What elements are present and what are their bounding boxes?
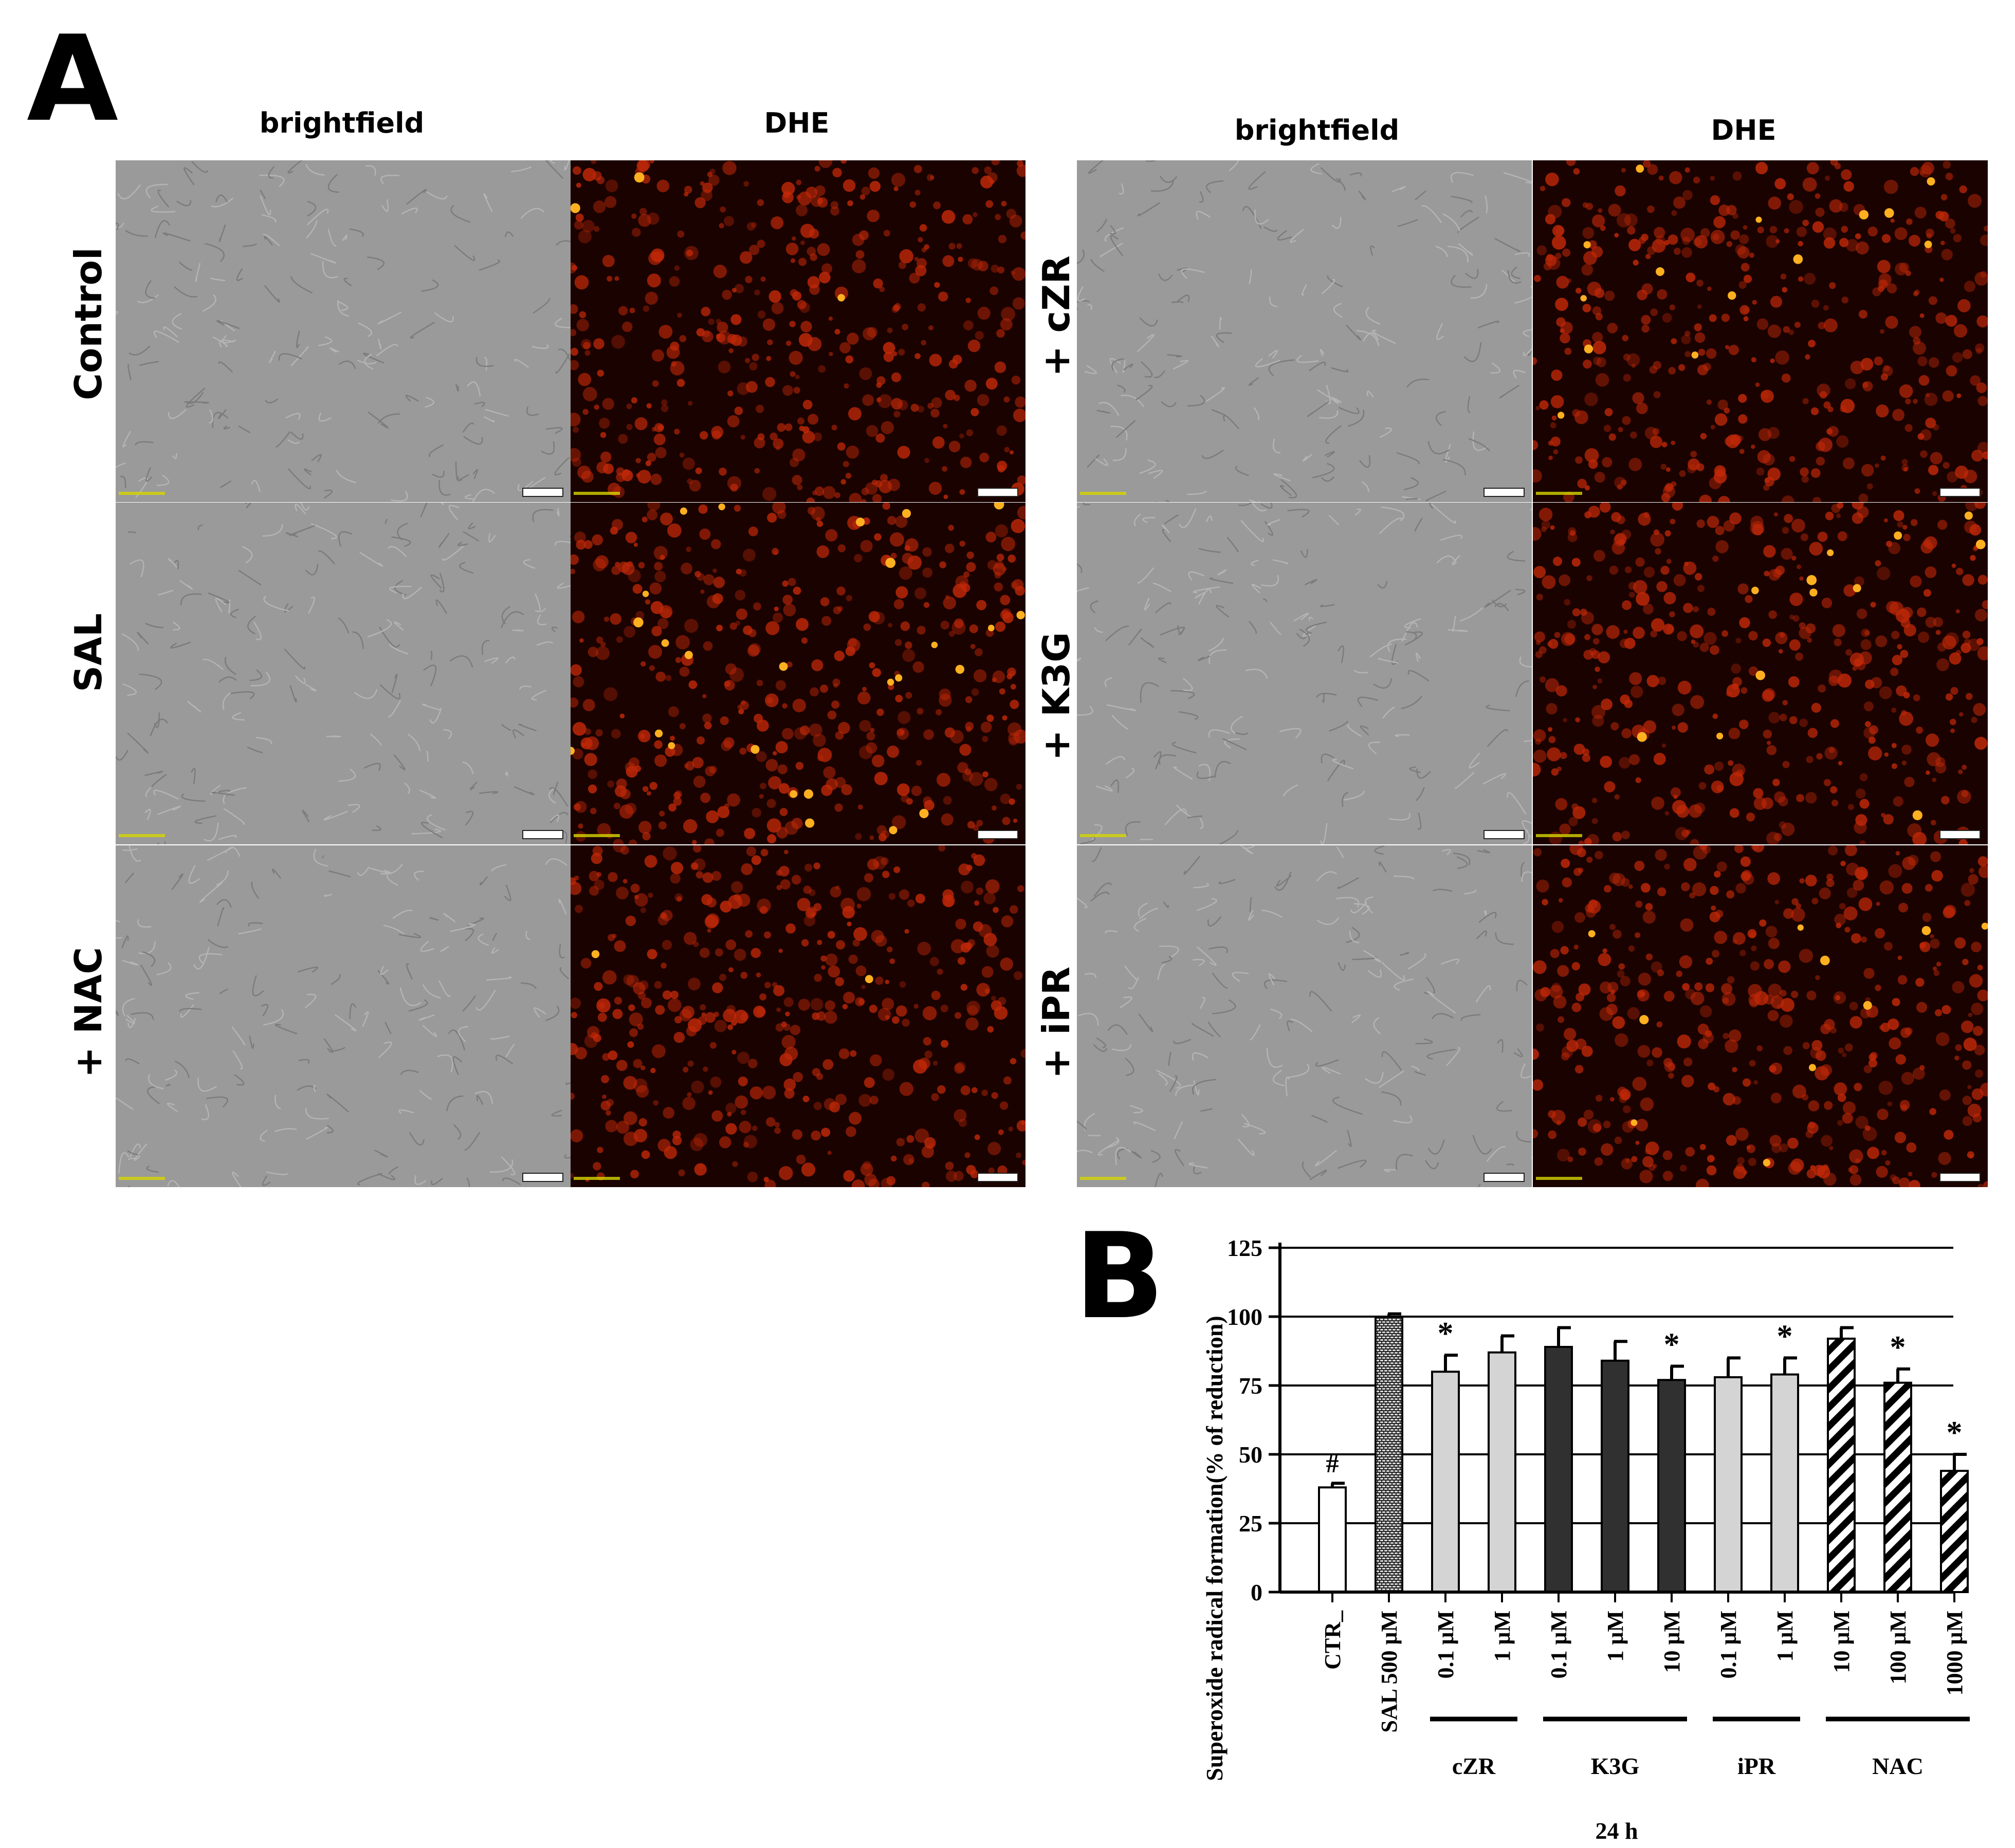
x-tick-label: SAL 500 μM — [1377, 1611, 1402, 1733]
col-head-dhe-right: DHE — [1711, 114, 1776, 146]
brightfield-image-czr — [1077, 160, 1532, 502]
magnification-stamp — [1080, 1177, 1126, 1180]
y-tick-label: 0 — [1251, 1579, 1262, 1605]
significance-mark: * — [1947, 1415, 1963, 1450]
y-tick-label: 100 — [1227, 1304, 1262, 1330]
x-tick-label: 0.1 μM — [1716, 1611, 1741, 1678]
bar — [1601, 1359, 1629, 1593]
scale-bar — [1939, 830, 1981, 839]
col-head-brightfield-right: brightfield — [1234, 114, 1400, 146]
bar — [1657, 1379, 1686, 1594]
scale-bar — [1483, 830, 1525, 839]
dhe-image-sal — [571, 503, 1025, 844]
scale-bar — [522, 830, 563, 839]
bar — [1770, 1373, 1799, 1594]
x-tick-label: 10 μM — [1659, 1611, 1684, 1673]
bar — [1940, 1470, 1969, 1593]
scale-bar — [1939, 1173, 1981, 1182]
bar — [1488, 1351, 1516, 1593]
x-tick-label: 0.1 μM — [1546, 1611, 1571, 1678]
bar — [1883, 1381, 1912, 1593]
group-label: cZR — [1452, 1753, 1496, 1779]
brightfield-image-control — [116, 160, 571, 502]
dhe-image-k3g — [1533, 503, 1988, 844]
magnification-stamp — [574, 834, 620, 837]
magnification-stamp — [1536, 834, 1582, 837]
bar — [1318, 1486, 1347, 1594]
bar — [1827, 1337, 1856, 1593]
magnification-stamp — [1080, 492, 1126, 495]
magnification-stamp — [119, 492, 165, 495]
y-tick-label: 125 — [1227, 1235, 1262, 1261]
brightfield-image-nac — [116, 845, 571, 1187]
scale-bar — [1483, 1173, 1525, 1182]
scale-bar — [1939, 488, 1981, 497]
significance-mark: * — [1664, 1327, 1680, 1362]
significance-mark: * — [1777, 1319, 1793, 1354]
y-tick-label: 50 — [1239, 1442, 1262, 1468]
brightfield-image-ipr — [1077, 845, 1532, 1187]
x-axis-label: 24 h — [1595, 1818, 1638, 1844]
magnification-stamp — [119, 1177, 165, 1180]
scale-bar — [977, 830, 1018, 839]
dhe-image-czr — [1533, 160, 1988, 502]
brightfield-image-k3g — [1077, 503, 1532, 844]
y-tick-label: 75 — [1239, 1373, 1262, 1399]
dhe-image-nac — [571, 845, 1025, 1187]
significance-mark: * — [1438, 1316, 1454, 1351]
significance-mark: * — [1890, 1330, 1906, 1365]
x-tick-label: 100 μM — [1885, 1611, 1911, 1684]
y-tick-label: 25 — [1239, 1510, 1262, 1537]
bar — [1544, 1345, 1573, 1593]
x-tick-label: 1000 μM — [1942, 1611, 1967, 1695]
group-label: iPR — [1737, 1753, 1776, 1779]
dhe-image-control — [571, 160, 1025, 502]
magnification-stamp — [1536, 1177, 1582, 1180]
scale-bar — [1483, 488, 1525, 497]
scale-bar — [522, 488, 563, 497]
panel-a-letter: A — [27, 11, 119, 148]
magnification-stamp — [1536, 492, 1582, 495]
brightfield-image-sal — [116, 503, 571, 844]
group-label: NAC — [1872, 1753, 1924, 1779]
significance-mark: # — [1326, 1449, 1339, 1477]
x-tick-label: 1 μM — [1603, 1611, 1628, 1661]
bar — [1375, 1316, 1403, 1593]
scale-bar — [977, 1173, 1018, 1182]
magnification-stamp — [1080, 834, 1126, 837]
magnification-stamp — [574, 492, 620, 495]
x-tick-label: 1 μM — [1772, 1611, 1798, 1661]
x-tick-label: 0.1 μM — [1433, 1611, 1458, 1678]
scale-bar — [522, 1173, 563, 1182]
y-axis-label: Superoxide radical formation(% of reduct… — [1201, 1316, 1228, 1781]
dhe-image-ipr — [1533, 845, 1988, 1187]
col-head-brightfield-left: brightfield — [259, 107, 425, 139]
magnification-stamp — [119, 834, 165, 837]
group-label: K3G — [1591, 1753, 1640, 1779]
panel-b-letter: B — [1074, 1208, 1165, 1345]
x-tick-label: 10 μM — [1829, 1611, 1854, 1673]
x-tick-label: CTR_ — [1320, 1610, 1345, 1670]
bar — [1714, 1376, 1743, 1593]
x-tick-label: 1 μM — [1490, 1611, 1515, 1661]
bar — [1431, 1371, 1460, 1593]
magnification-stamp — [574, 1177, 620, 1180]
scale-bar — [977, 488, 1018, 497]
col-head-dhe-left: DHE — [764, 107, 830, 139]
